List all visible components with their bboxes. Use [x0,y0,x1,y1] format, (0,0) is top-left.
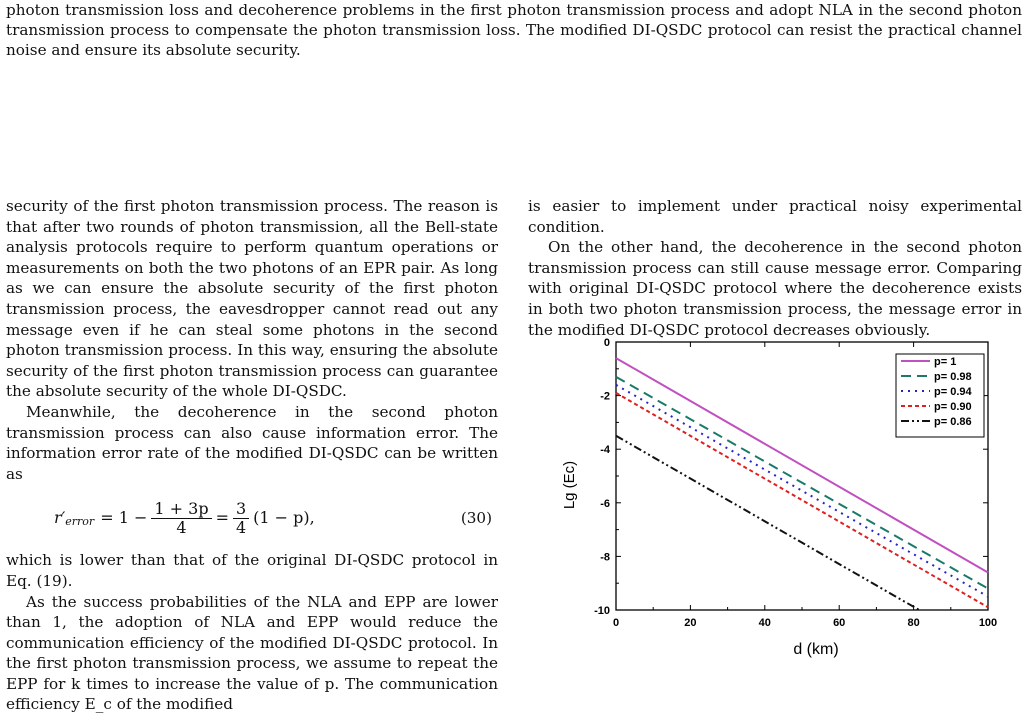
y-axis-label: Lg (Ec) [561,461,578,509]
legend: p= 1 p= 0.98 p= 0.94 p= 0.90 p= 0.86 [896,354,984,437]
x-axis-label: d (km) [793,641,838,658]
x-tick-label: 80 [907,617,919,629]
equation-body: r′error = 1 − 1 + 3p 4 = 3 4 (1 − p), [54,498,315,538]
eq-part1: = 1 − [100,508,147,529]
equation-number: (30) [461,508,492,529]
legend-label: p= 0.90 [934,401,972,413]
eq-part3: (1 − p), [253,508,315,529]
x-tick-label: 20 [684,617,696,629]
y-tick-label: -10 [594,605,610,617]
abstract-excerpt: photon transmission loss and decoherence… [6,0,1022,60]
eq-part2: = [216,508,229,529]
paragraph: As the success probabilities of the NLA … [6,592,498,715]
eq-fraction-1: 1 + 3p 4 [151,500,211,537]
y-tick-label: -6 [600,498,610,510]
x-tick-label: 60 [833,617,845,629]
y-tick-label: -2 [600,391,610,403]
equation-30: r′error = 1 − 1 + 3p 4 = 3 4 (1 − p), (3… [6,494,498,542]
eq-fraction-2: 3 4 [233,500,249,537]
paragraph: is easier to implement under practical n… [528,196,1022,237]
x-tick-label: 100 [979,617,997,629]
left-column: security of the first photon transmissio… [6,196,498,715]
frac-denominator: 4 [233,519,249,537]
frac-denominator: 4 [173,519,189,537]
y-tick-label: -4 [600,444,611,456]
y-tick-label: -8 [600,551,610,563]
legend-label: p= 0.98 [934,371,972,383]
abstract-text: photon transmission loss and decoherence… [6,0,1022,60]
frac-numerator: 3 [233,500,249,519]
right-column: is easier to implement under practical n… [528,196,1022,340]
paragraph: security of the first photon transmissio… [6,196,498,402]
x-tick-label: 0 [613,617,619,629]
paragraph: which is lower than that of the original… [6,550,498,591]
frac-numerator: 1 + 3p [151,500,211,519]
legend-label: p= 0.94 [934,386,972,398]
eq-lhs-sub: error [65,512,94,533]
eq-lhs: r′ [54,508,65,529]
y-tick-label: 0 [604,337,610,349]
legend-label: p= 1 [934,356,956,368]
paragraph: Meanwhile, the decoherence in the second… [6,402,498,484]
x-tick-label: 40 [759,617,771,629]
legend-label: p= 0.86 [934,416,972,428]
